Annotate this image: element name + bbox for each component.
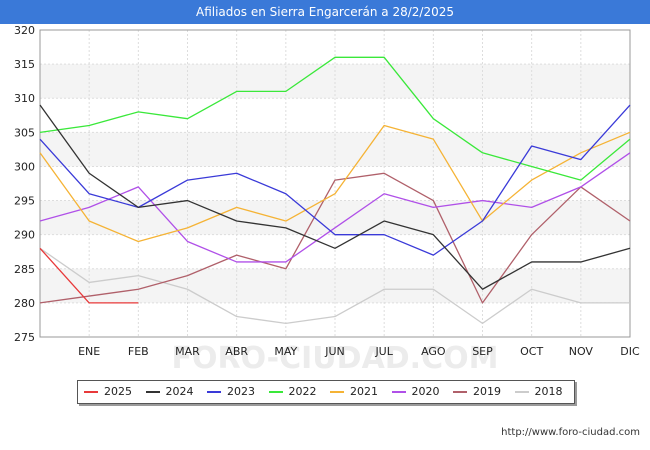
- y-tick-label: 310: [14, 92, 35, 105]
- grid-band: [40, 268, 630, 303]
- legend-swatch-2018: [514, 391, 529, 393]
- watermark-layer: FORO-CIUDAD.COM: [172, 341, 499, 376]
- legend-label-2022: 2022: [288, 385, 317, 398]
- grid-band: [40, 132, 630, 167]
- y-tick-label: 315: [14, 58, 35, 71]
- x-tick-label: NOV: [569, 345, 594, 358]
- series-line-2019: [39, 172, 631, 304]
- x-tick-label: ENE: [78, 345, 100, 358]
- y-tick-label: 320: [14, 24, 35, 37]
- y-tick-label: 290: [14, 229, 35, 242]
- legend-label-2019: 2019: [473, 385, 501, 398]
- legend-swatch-2025: [84, 391, 98, 393]
- title-bar: [0, 0, 650, 24]
- x-tick-label: AGO: [421, 345, 446, 358]
- y-tick-label: 280: [14, 297, 35, 310]
- x-tick-label: FEB: [128, 345, 149, 358]
- y-tick-label: 305: [14, 126, 35, 139]
- legend-swatch-2021: [330, 391, 344, 393]
- series-line-2024: [39, 104, 631, 290]
- legend: 2025 2024 2023 2022 2021 2020 2019 2018: [77, 380, 575, 404]
- grid-band: [40, 64, 630, 99]
- y-tick-label: 275: [14, 331, 35, 344]
- y-tick-label: 285: [14, 263, 35, 276]
- series-layer: [39, 56, 631, 325]
- y-tick-label: 300: [14, 160, 35, 173]
- legend-swatch-2020: [391, 391, 406, 393]
- plot-border: [39, 29, 631, 338]
- x-tick-label: ABR: [225, 345, 248, 358]
- legend-swatch-2022: [268, 391, 283, 393]
- legend-swatch-2023: [207, 391, 221, 393]
- legend-label-2023: 2023: [227, 385, 255, 398]
- footer-url: http://www.foro-ciudad.com: [501, 427, 640, 438]
- y-tick-label: 295: [14, 195, 35, 208]
- x-tick-label: JUL: [374, 345, 393, 358]
- legend-label-2024: 2024: [165, 385, 194, 398]
- x-tick-label: DIC: [620, 345, 640, 358]
- series-line-2021: [39, 124, 631, 243]
- legend-label-2025: 2025: [104, 385, 132, 398]
- axis-layer: 275 280 285 290 295 300 305 310 315 320 ENE FEB MAR A…: [14, 24, 640, 358]
- legend-label-2018: 2018: [534, 385, 563, 398]
- x-tick-label: MAR: [175, 345, 200, 358]
- legend-swatch-2019: [453, 391, 467, 393]
- x-tick-label: JUN: [324, 345, 345, 358]
- legend-label-2020: 2020: [411, 385, 440, 398]
- x-tick-label: MAY: [274, 345, 297, 358]
- chart-title: Afiliados en Sierra Engarcerán a 28/2/20…: [196, 5, 454, 19]
- watermark: FORO-CIUDAD.COM: [172, 341, 499, 376]
- legend-label-2021: 2021: [350, 385, 378, 398]
- x-tick-label: OCT: [520, 345, 543, 358]
- legend-swatch-2024: [145, 391, 160, 393]
- series-line-2020: [39, 152, 631, 263]
- series-line-2022: [39, 56, 631, 181]
- series-line-2018: [39, 247, 630, 325]
- x-tick-label: SEP: [472, 345, 493, 358]
- grid-band: [40, 200, 630, 235]
- series-line-2025: [39, 247, 139, 304]
